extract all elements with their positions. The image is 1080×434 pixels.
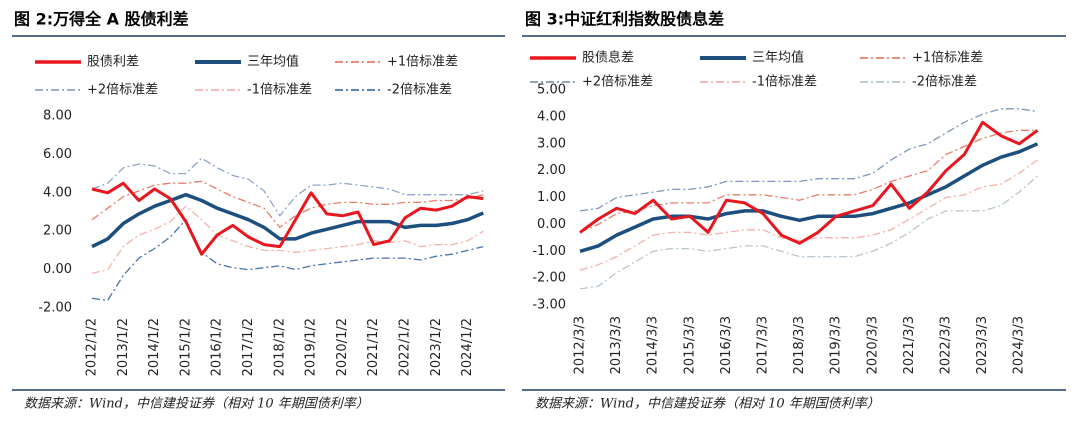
- x-tick-label: 2019/3/3: [829, 316, 844, 374]
- x-tick-label: 2023/1/2: [429, 318, 444, 376]
- x-tick-label: 2015/1/2: [178, 318, 193, 376]
- x-tick-label: 2012/3/3: [573, 316, 588, 374]
- x-tick-label: 2016/3/3: [719, 316, 734, 374]
- y-tick-label: 2.00: [537, 163, 566, 178]
- y-tick-label: 0.00: [537, 217, 566, 232]
- y-tick-label: 2.00: [43, 224, 72, 239]
- x-tick-label: 2013/1/2: [116, 318, 131, 376]
- series-line: [579, 120, 1039, 245]
- y-tick-label: -2.00: [532, 271, 566, 286]
- x-tick-label: 2017/3/3: [756, 316, 771, 374]
- y-tick-label: 3.00: [537, 136, 566, 151]
- legend-label: +2倍标准差: [582, 75, 653, 90]
- legend-label: +1倍标准差: [387, 55, 458, 70]
- legend-label: 三年均值: [247, 54, 299, 70]
- y-tick-label: 4.00: [537, 109, 566, 124]
- legend-label: 股债利差: [87, 55, 139, 70]
- series-line: [91, 180, 484, 229]
- source-note: 数据来源：Wind，中信建投证券（相对 10 年期国债利率）: [535, 396, 880, 412]
- x-tick-label: 2018/3/3: [792, 316, 807, 374]
- series-line: [579, 142, 1039, 253]
- series-line: [91, 205, 484, 275]
- y-tick-label: 8.00: [43, 109, 72, 124]
- y-tick-label: -1.00: [532, 244, 566, 259]
- x-tick-label: 2024/1/2: [460, 318, 475, 376]
- x-tick-label: 2022/1/2: [398, 318, 413, 376]
- y-tick-label: 1.00: [537, 190, 566, 205]
- legend-label: -2倍标准差: [912, 75, 977, 90]
- x-tick-label: 2019/1/2: [304, 318, 319, 376]
- x-tick-label: 2023/3/3: [975, 316, 990, 374]
- y-tick-label: 5.00: [537, 83, 566, 98]
- chart-title: 图 2:万得全 A 股债利差: [14, 10, 189, 29]
- legend-label: -2倍标准差: [387, 83, 452, 98]
- legend-label: 股债息差: [582, 50, 634, 66]
- series-line: [91, 192, 484, 249]
- series-line: [579, 175, 1038, 290]
- series-line: [579, 159, 1038, 271]
- x-tick-label: 2013/3/3: [609, 316, 624, 374]
- x-tick-label: 2017/1/2: [241, 318, 256, 376]
- x-tick-label: 2020/1/2: [335, 318, 350, 376]
- y-tick-label: 6.00: [43, 147, 72, 162]
- y-tick-label: -3.00: [532, 298, 566, 313]
- series-line: [91, 219, 484, 301]
- series-line: [579, 108, 1038, 212]
- y-tick-label: 0.00: [43, 262, 72, 277]
- legend-label: +1倍标准差: [912, 51, 983, 66]
- x-tick-label: 2014/1/2: [147, 318, 162, 376]
- x-tick-label: 2021/3/3: [902, 316, 917, 374]
- chart-title: 图 3:中证红利指数股债息差: [525, 10, 724, 29]
- x-tick-label: 2014/3/3: [646, 316, 661, 374]
- x-tick-label: 2016/1/2: [210, 318, 225, 376]
- x-tick-label: 2015/3/3: [682, 316, 697, 374]
- legend-label: -1倍标准差: [752, 75, 817, 90]
- x-tick-label: 2012/1/2: [85, 318, 100, 376]
- x-tick-label: 2024/3/3: [1012, 316, 1027, 374]
- legend-label: -1倍标准差: [247, 83, 312, 98]
- source-note: 数据来源：Wind，中信建投证券（相对 10 年期国债利率）: [24, 396, 369, 412]
- x-tick-label: 2022/3/3: [939, 316, 954, 374]
- y-tick-label: 4.00: [43, 185, 72, 200]
- x-tick-label: 2018/1/2: [272, 318, 287, 376]
- y-tick-label: -2.00: [38, 301, 72, 316]
- x-tick-label: 2021/1/2: [366, 318, 381, 376]
- legend-label: +2倍标准差: [87, 83, 158, 98]
- legend-label: 三年均值: [752, 50, 804, 66]
- series-line: [91, 181, 484, 256]
- x-tick-label: 2020/3/3: [865, 316, 880, 374]
